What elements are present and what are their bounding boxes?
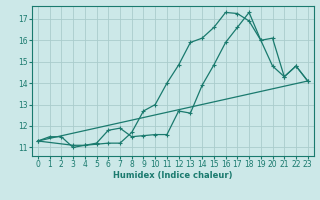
X-axis label: Humidex (Indice chaleur): Humidex (Indice chaleur) — [113, 171, 233, 180]
